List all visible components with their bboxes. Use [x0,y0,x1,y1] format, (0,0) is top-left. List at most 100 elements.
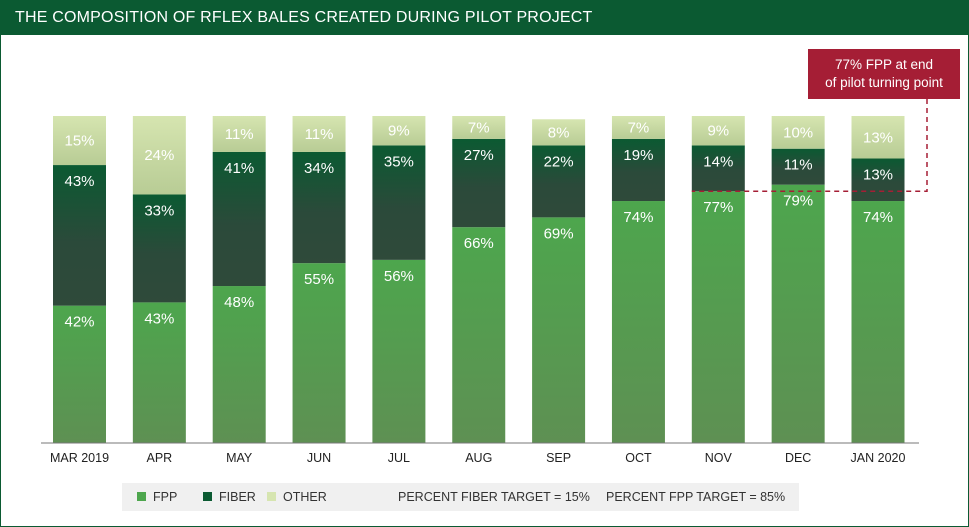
bars-layer: 42% 43% 15% 43% 33% 24% 48% 41% 11% 55% 34% 11% 56% 3… [53,116,905,444]
title-bar: THE COMPOSITION OF RFLEX BALES CREATED D… [1,1,968,35]
legend-swatch-fiber [203,492,212,501]
bar-segment-fiber-may [212,151,266,287]
legend-item-other: OTHER [267,490,327,504]
legend-label-other: OTHER [283,490,327,504]
legend-label-fiber: FIBER [219,490,256,504]
x-tick-label-dec: DEC [785,451,811,465]
bar-segment-fiber-oct [611,138,665,202]
legend-swatch-fpp [137,492,146,501]
bar-segment-fpp-oct [611,201,665,443]
bar-segment-other-dec [771,116,825,149]
bar-segment-other-jan-2020 [851,116,905,159]
data-label-fpp-sep: 69% [544,225,574,242]
data-label-other-oct: 7% [628,119,650,136]
data-label-other-jul: 9% [388,123,410,140]
bar-segment-fiber-dec [771,148,825,185]
bar-segment-other-aug [452,116,506,139]
legend: FPP FIBER OTHER PERCENT FIBER TARGET = 1… [122,483,799,511]
data-label-other-nov: 9% [707,123,729,140]
callout-connector-layer [691,99,928,192]
data-label-fiber-jan-2020: 13% [863,167,893,184]
x-tick-labels: MAR 2019 APR MAY JUN JUL AUG SEP OCT NOV DEC JAN 2… [50,451,906,465]
data-label-fpp-jun: 55% [304,271,334,288]
data-label-fpp-mar-2019: 42% [64,314,94,331]
data-label-fpp-nov: 77% [703,199,733,216]
x-tick-label-aug: AUG [465,451,492,465]
bar-segment-fiber-aug [452,138,506,228]
x-tick-label-oct: OCT [625,451,652,465]
bar-segment-other-nov [691,116,745,146]
legend-item-fiber: FIBER [203,490,256,504]
callout-line-1: 77% FPP at end [834,57,934,72]
bar-segment-other-may [212,116,266,152]
callout-connector-line [691,99,928,192]
data-label-fiber-sep: 22% [544,153,574,170]
data-label-other-may: 11% [225,126,254,143]
x-tick-label-nov: NOV [705,451,733,465]
fiber-target-note: PERCENT FIBER TARGET = 15% [398,490,590,504]
fpp-target-note: PERCENT FPP TARGET = 85% [606,490,786,504]
bar-segment-fpp-dec [771,184,825,444]
data-label-fpp-apr: 43% [144,310,174,327]
data-label-other-mar-2019: 15% [64,133,94,150]
bar-segment-other-jun [292,116,346,152]
data-label-other-sep: 8% [548,124,570,141]
data-label-fiber-oct: 19% [623,147,653,164]
bar-segment-fpp-apr [132,302,186,443]
bar-segment-other-sep [532,119,586,146]
bar-segment-fiber-nov [691,145,745,192]
bar-segment-fiber-jun [292,151,346,264]
bar-segment-fpp-nov [691,191,745,443]
bar-segment-fiber-jan-2020 [851,158,905,202]
x-tick-label-mar-2019: MAR 2019 [50,451,109,465]
x-tick-label-may: MAY [226,451,253,465]
data-label-fiber-nov: 14% [703,153,733,170]
x-tick-label-sep: SEP [546,451,571,465]
data-label-fiber-jun: 34% [304,160,334,177]
chart-title: THE COMPOSITION OF RFLEX BALES CREATED D… [15,9,593,26]
bar-segment-fpp-may [212,286,266,443]
data-label-fpp-aug: 66% [464,235,494,252]
data-label-other-apr: 24% [144,147,174,164]
bar-segment-other-oct [611,116,665,139]
callout-line-2: of pilot turning point [825,75,943,90]
bar-segment-fiber-mar-2019 [53,165,106,306]
turning-point-callout: 77% FPP at end of pilot turning point [808,49,960,99]
data-label-other-jan-2020: 13% [863,129,893,146]
bar-segment-fpp-jun [292,263,346,443]
x-tick-label-jul: JUL [388,451,410,465]
bar-segment-fpp-jan-2020 [851,201,905,443]
bar-segment-fpp-jul [372,259,426,443]
bar-segment-other-jul [372,116,426,146]
bar-segment-other-apr [132,116,186,195]
bar-segment-other-mar-2019 [53,116,106,166]
data-label-fiber-aug: 27% [464,147,494,164]
data-label-fiber-mar-2019: 43% [64,173,94,190]
data-label-fpp-oct: 74% [623,209,653,226]
bar-segment-fpp-mar-2019 [53,305,106,443]
data-label-fpp-jul: 56% [384,268,414,285]
bar-segment-fiber-apr [132,194,186,303]
x-tick-label-jan-2020: JAN 2020 [851,451,906,465]
x-tick-label-jun: JUN [307,451,331,465]
data-label-other-dec: 10% [783,124,813,141]
data-label-other-aug: 7% [468,119,490,136]
bar-segment-fpp-sep [532,217,586,443]
data-label-fiber-may: 41% [224,160,254,177]
legend-item-fpp: FPP [137,490,177,504]
legend-swatch-other [267,492,276,501]
data-label-fiber-apr: 33% [144,202,174,219]
data-label-fiber-jul: 35% [384,153,414,170]
bar-segment-fiber-sep [532,145,586,218]
data-label-other-jun: 11% [305,126,334,143]
bar-segment-fiber-jul [372,145,426,260]
bar-segment-fpp-aug [452,227,506,443]
data-label-fpp-may: 48% [224,294,254,311]
data-label-fpp-jan-2020: 74% [863,209,893,226]
data-label-fiber-dec: 11% [784,157,813,174]
x-tick-label-apr: APR [146,451,172,465]
data-label-fpp-dec: 79% [783,193,813,210]
legend-label-fpp: FPP [153,490,178,504]
